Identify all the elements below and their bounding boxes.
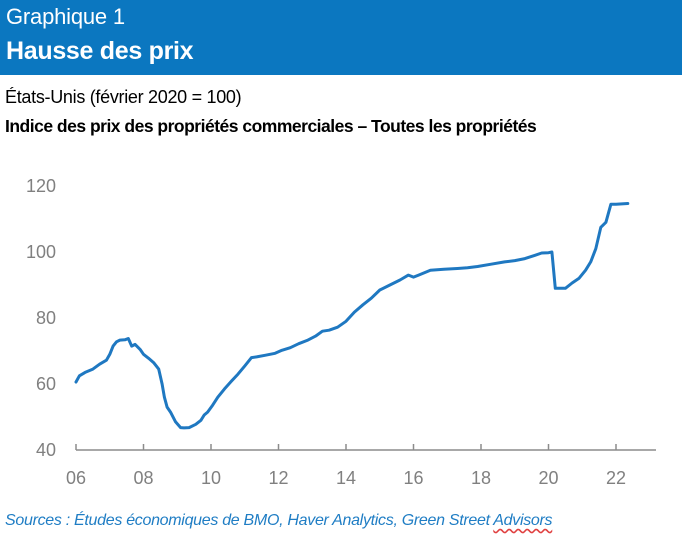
y-tick-label: 40: [36, 440, 56, 460]
x-tick-label: 18: [471, 468, 491, 488]
subtitle: États-Unis (février 2020 = 100): [5, 87, 242, 107]
x-tick-label: 22: [606, 468, 626, 488]
x-tick-label: 08: [133, 468, 153, 488]
x-tick-label: 06: [66, 468, 86, 488]
chart-title: Indice des prix des propriétés commercia…: [5, 116, 537, 136]
x-axis: 06 08 10 12 14 16 18 20 22: [66, 444, 656, 488]
y-tick-label: 80: [36, 308, 56, 328]
x-tick-label: 16: [403, 468, 423, 488]
y-axis: 40 60 80 100 120: [26, 176, 56, 460]
headline: Hausse des prix: [6, 37, 194, 65]
chart-number: Graphique 1: [6, 4, 125, 29]
y-tick-label: 120: [26, 176, 56, 196]
x-tick-label: 14: [336, 468, 356, 488]
line-chart: 40 60 80 100 120 06 08 10 12 14 16 18 20 22: [26, 176, 656, 488]
header-banner: Graphique 1 Hausse des prix: [0, 0, 682, 75]
x-tick-label: 10: [201, 468, 221, 488]
series-line: [74, 202, 630, 430]
series-group: [74, 202, 630, 430]
x-tick-label: 12: [268, 468, 288, 488]
y-tick-label: 100: [26, 242, 56, 262]
source-note: Sources : Études économiques de BMO, Hav…: [5, 511, 553, 531]
source-text: Sources : Études économiques de BMO, Hav…: [5, 512, 494, 529]
x-tick-label: 20: [538, 468, 558, 488]
y-tick-label: 60: [36, 374, 56, 394]
spellcheck-flagged-word: Advisors: [493, 512, 553, 529]
